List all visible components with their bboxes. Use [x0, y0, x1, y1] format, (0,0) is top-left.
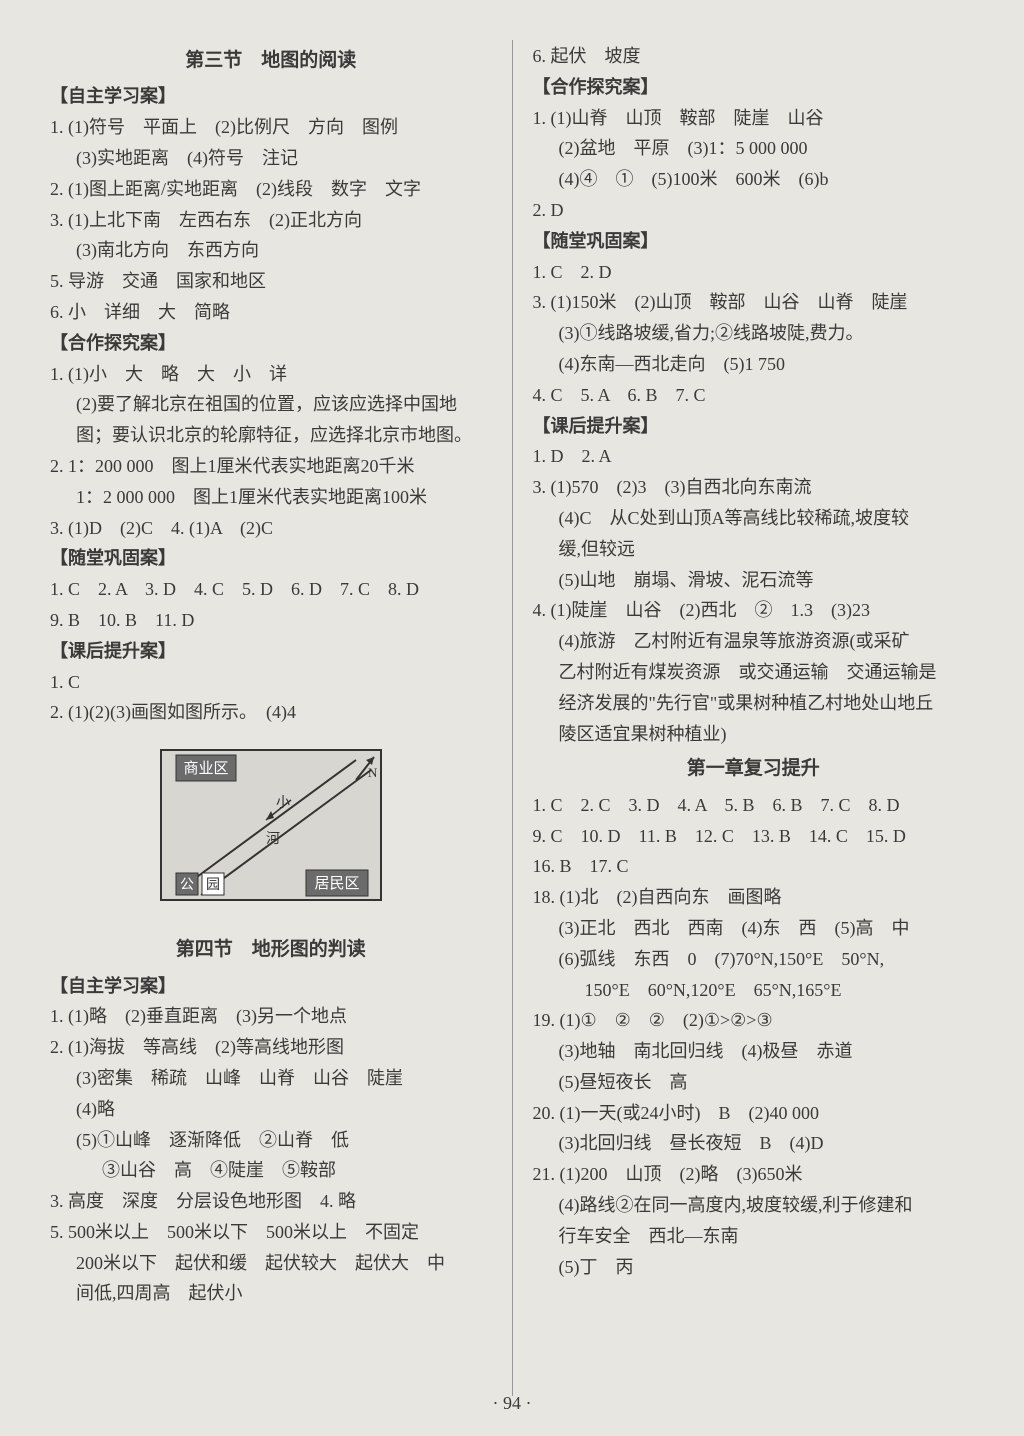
text-line: 3. (1)上北下南 左西右东 (2)正北方向 [50, 206, 492, 235]
map-diagram: 小 河 N 商业区 公 园 居民区 [50, 735, 492, 925]
sub-header: 【随堂巩固案】 [533, 227, 975, 256]
text-line: 2. D [533, 196, 975, 225]
text-line: 1. C 2. D [533, 258, 975, 287]
text-line: 陵区适宜果树种植业) [533, 720, 975, 749]
text-line: (4)④ ① (5)100米 600米 (6)b [533, 165, 975, 194]
text-line: 4. C 5. A 6. B 7. C [533, 381, 975, 410]
text-line: 3. (1)150米 (2)山顶 鞍部 山谷 山脊 陡崖 [533, 288, 975, 317]
text-line: 3. (1)570 (2)3 (3)自西北向东南流 [533, 473, 975, 502]
text-line: 1. (1)山脊 山顶 鞍部 陡崖 山谷 [533, 104, 975, 133]
text-line: 18. (1)北 (2)自西向东 画图略 [533, 883, 975, 912]
column-divider [512, 40, 513, 1396]
text-line: (4)略 [50, 1095, 492, 1124]
text-line: 9. B 10. B 11. D [50, 606, 492, 635]
text-line: (3)实地距离 (4)符号 注记 [50, 144, 492, 173]
section-title: 第一章复习提升 [533, 754, 975, 784]
text-line: 1. C 2. A 3. D 4. C 5. D 6. D 7. C 8. D [50, 575, 492, 604]
section-title: 第三节 地图的阅读 [50, 46, 492, 76]
diagram-label-small: 小 [276, 795, 290, 811]
text-line: (5)昼短夜长 高 [533, 1068, 975, 1097]
text-line: (2)盆地 平原 (3)1：5 000 000 [533, 134, 975, 163]
text-line: 4. (1)陡崖 山谷 (2)西北 ② 1.3 (3)23 [533, 596, 975, 625]
text-line: 1. (1)略 (2)垂直距离 (3)另一个地点 [50, 1002, 492, 1031]
text-line: 6. 起伏 坡度 [533, 42, 975, 71]
text-line: 经济发展的"先行官"或果树种植乙村地处山地丘 [533, 689, 975, 718]
text-line: 缓,但较远 [533, 535, 975, 564]
text-line: (3)地轴 南北回归线 (4)极昼 赤道 [533, 1037, 975, 1066]
text-line: 5. 导游 交通 国家和地区 [50, 267, 492, 296]
text-line: (3)南北方向 东西方向 [50, 236, 492, 265]
text-line: 9. C 10. D 11. B 12. C 13. B 14. C 15. D [533, 822, 975, 851]
right-column: 6. 起伏 坡度 【合作探究案】 1. (1)山脊 山顶 鞍部 陡崖 山谷 (2… [533, 40, 975, 1396]
text-line: (6)弧线 东西 0 (7)70°N,150°E 50°N, [533, 945, 975, 974]
sub-header: 【合作探究案】 [533, 73, 975, 102]
text-line: 1. C 2. C 3. D 4. A 5. B 6. B 7. C 8. D [533, 791, 975, 820]
text-line: 乙村附近有煤炭资源 或交通运输 交通运输是 [533, 658, 975, 687]
text-line: 1. C [50, 668, 492, 697]
text-line: 1：2 000 000 图上1厘米代表实地距离100米 [50, 483, 492, 512]
text-line: 150°E 60°N,120°E 65°N,165°E [533, 976, 975, 1005]
text-line: (4)旅游 乙村附近有温泉等旅游资源(或采矿 [533, 627, 975, 656]
text-line: (3)正北 西北 西南 (4)东 西 (5)高 中 [533, 914, 975, 943]
diagram-label-park1: 公 [180, 878, 194, 893]
sub-header: 【自主学习案】 [50, 972, 492, 1001]
text-line: (3)北回归线 昼长夜短 B (4)D [533, 1129, 975, 1158]
text-line: 200米以下 起伏和缓 起伏较大 起伏大 中 [50, 1249, 492, 1278]
sub-header: 【课后提升案】 [533, 412, 975, 441]
sub-header: 【课后提升案】 [50, 637, 492, 666]
text-line: 1. D 2. A [533, 442, 975, 471]
text-line: (4)C 从C处到山顶A等高线比较稀疏,坡度较 [533, 504, 975, 533]
text-line: 1. (1)小 大 略 大 小 详 [50, 360, 492, 389]
text-line: 3. 高度 深度 分层设色地形图 4. 略 [50, 1187, 492, 1216]
text-line: ③山谷 高 ④陡崖 ⑤鞍部 [50, 1156, 492, 1185]
text-line: 行车安全 西北—东南 [533, 1222, 975, 1251]
text-line: 图；要认识北京的轮廓特征，应选择北京市地图。 [50, 421, 492, 450]
text-line: 2. (1)图上距离/实地距离 (2)线段 数字 文字 [50, 175, 492, 204]
text-line: (5)山地 崩塌、滑坡、泥石流等 [533, 566, 975, 595]
text-line: 20. (1)一天(或24小时) B (2)40 000 [533, 1099, 975, 1128]
sub-header: 【随堂巩固案】 [50, 544, 492, 573]
text-line: (4)路线②在同一高度内,坡度较缓,利于修建和 [533, 1191, 975, 1220]
page-number: · 94 · [0, 1389, 1024, 1418]
sub-header: 【合作探究案】 [50, 329, 492, 358]
diagram-label-river: 河 [266, 831, 280, 847]
text-line: 2. (1)(2)(3)画图如图所示。 (4)4 [50, 698, 492, 727]
text-line: (4)东南—西北走向 (5)1 750 [533, 350, 975, 379]
text-line: (3)①线路坡缓,省力;②线路坡陡,费力。 [533, 319, 975, 348]
diagram-label-res: 居民区 [314, 876, 359, 892]
text-line: 16. B 17. C [533, 852, 975, 881]
diagram-label-n: N [368, 765, 378, 780]
text-line: 2. 1：200 000 图上1厘米代表实地距离20千米 [50, 452, 492, 481]
text-line: 1. (1)符号 平面上 (2)比例尺 方向 图例 [50, 113, 492, 142]
text-line: (2)要了解北京在祖国的位置，应该应选择中国地 [50, 390, 492, 419]
text-line: (5)丁 丙 [533, 1253, 975, 1282]
text-line: (5)①山峰 逐渐降低 ②山脊 低 [50, 1126, 492, 1155]
text-line: 6. 小 详细 大 简略 [50, 298, 492, 327]
text-line: 19. (1)① ② ② (2)①>②>③ [533, 1006, 975, 1035]
diagram-label-biz: 商业区 [183, 760, 228, 777]
diagram-label-park2: 园 [206, 878, 220, 893]
left-column: 第三节 地图的阅读 【自主学习案】 1. (1)符号 平面上 (2)比例尺 方向… [50, 40, 492, 1396]
text-line: 间低,四周高 起伏小 [50, 1279, 492, 1308]
section-title: 第四节 地形图的判读 [50, 935, 492, 965]
text-line: 2. (1)海拔 等高线 (2)等高线地形图 [50, 1033, 492, 1062]
text-line: 5. 500米以上 500米以下 500米以上 不固定 [50, 1218, 492, 1247]
text-line: 21. (1)200 山顶 (2)略 (3)650米 [533, 1160, 975, 1189]
sub-header: 【自主学习案】 [50, 82, 492, 111]
text-line: 3. (1)D (2)C 4. (1)A (2)C [50, 514, 492, 543]
text-line: (3)密集 稀疏 山峰 山脊 山谷 陡崖 [50, 1064, 492, 1093]
